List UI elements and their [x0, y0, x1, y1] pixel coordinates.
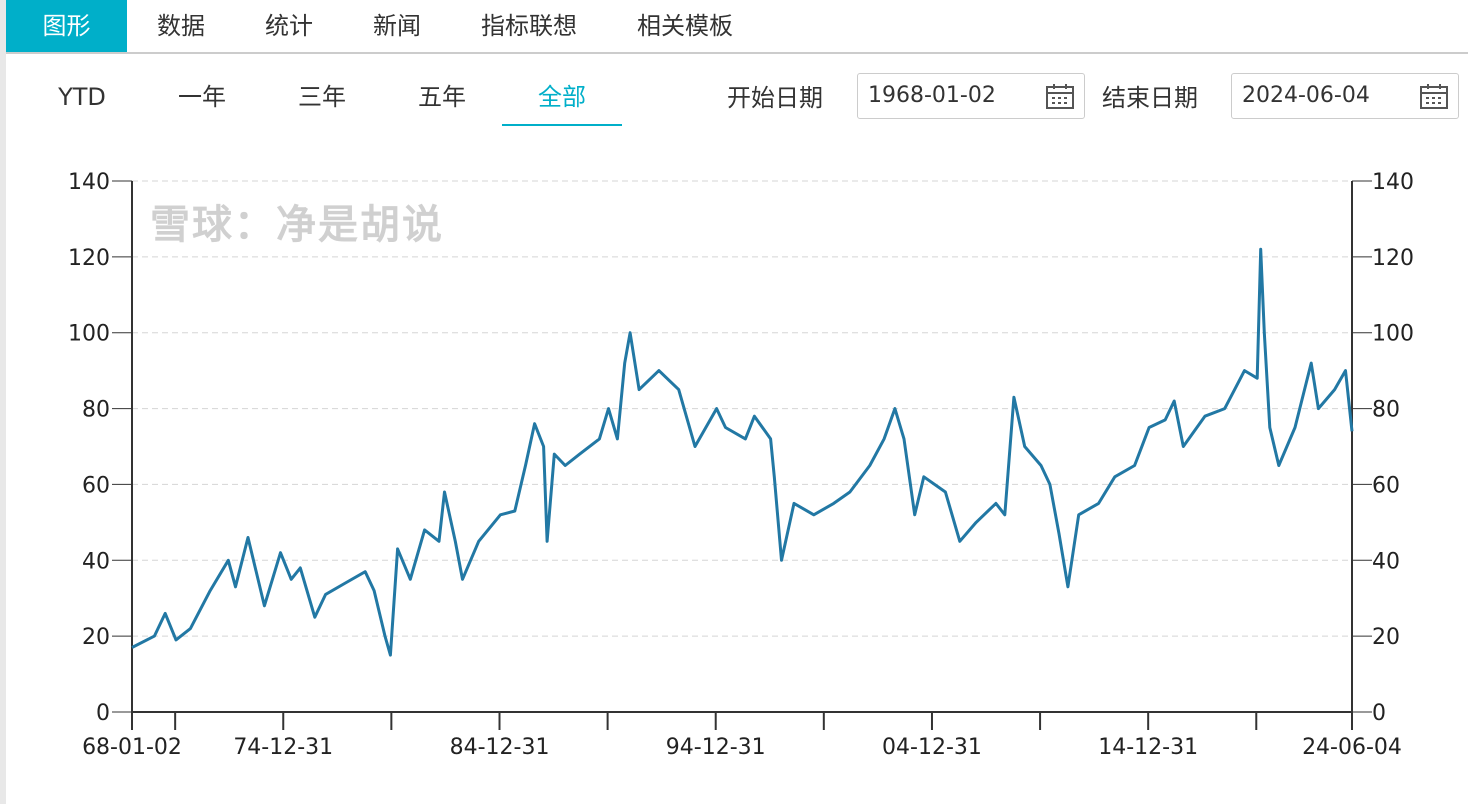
y-tick-label-right: 40 — [1372, 549, 1400, 574]
tab-stats[interactable]: 统计 — [265, 12, 313, 40]
y-tick-label-right: 120 — [1372, 246, 1414, 271]
y-tick-label-left: 0 — [96, 701, 110, 726]
y-tick-label-right: 100 — [1372, 322, 1414, 347]
tab-data[interactable]: 数据 — [157, 12, 205, 40]
left-scroll-edge — [0, 0, 6, 804]
start-date-label: 开始日期 — [727, 84, 823, 112]
watermark: 雪球：净是胡说 — [150, 202, 444, 248]
x-tick-label: 68-01-02 — [82, 735, 182, 760]
y-tick-label-left: 40 — [82, 549, 110, 574]
y-tick-label-right: 60 — [1372, 473, 1400, 498]
y-tick-label-right: 140 — [1372, 170, 1414, 195]
calendar-icon[interactable] — [1046, 83, 1074, 109]
range-all[interactable]: 全部 — [502, 72, 622, 126]
y-tick-label-left: 80 — [82, 398, 110, 423]
y-tick-label-left: 60 — [82, 473, 110, 498]
tab-chart[interactable]: 图形 — [6, 0, 127, 52]
x-tick-label: 14-12-31 — [1098, 735, 1198, 760]
y-tick-label-right: 20 — [1372, 625, 1400, 650]
end-date-value: 2024-06-04 — [1242, 83, 1370, 108]
range-3y[interactable]: 三年 — [298, 83, 346, 111]
y-tick-label-left: 100 — [68, 322, 110, 347]
x-tick-label: 74-12-31 — [233, 735, 333, 760]
end-date-label: 结束日期 — [1102, 84, 1198, 112]
y-tick-label-right: 80 — [1372, 398, 1400, 423]
x-tick-label: 94-12-31 — [666, 735, 766, 760]
start-date-input[interactable]: 1968-01-02 — [857, 73, 1085, 119]
range-ytd[interactable]: YTD — [58, 83, 106, 111]
series-line — [131, 247, 1354, 657]
range-selector: YTD 一年 三年 五年 全部 — [22, 72, 622, 126]
y-tick-label-left: 120 — [68, 246, 110, 271]
start-date-value: 1968-01-02 — [868, 83, 996, 108]
x-tick-label: 84-12-31 — [450, 735, 550, 760]
range-1y[interactable]: 一年 — [178, 83, 226, 111]
end-date-input[interactable]: 2024-06-04 — [1231, 73, 1459, 119]
tab-related-indicators[interactable]: 指标联想 — [481, 12, 577, 40]
tab-templates[interactable]: 相关模板 — [637, 12, 733, 40]
calendar-icon[interactable] — [1420, 83, 1448, 109]
tab-news[interactable]: 新闻 — [373, 12, 421, 40]
top-tabs: 图形 数据 统计 新闻 指标联想 相关模板 — [6, 0, 1468, 54]
y-tick-label-right: 0 — [1372, 701, 1386, 726]
range-5y[interactable]: 五年 — [418, 83, 466, 111]
x-tick-label: 24-06-04 — [1302, 735, 1402, 760]
y-tick-label-left: 20 — [82, 625, 110, 650]
y-tick-label-left: 140 — [68, 170, 110, 195]
x-tick-label: 04-12-31 — [882, 735, 982, 760]
